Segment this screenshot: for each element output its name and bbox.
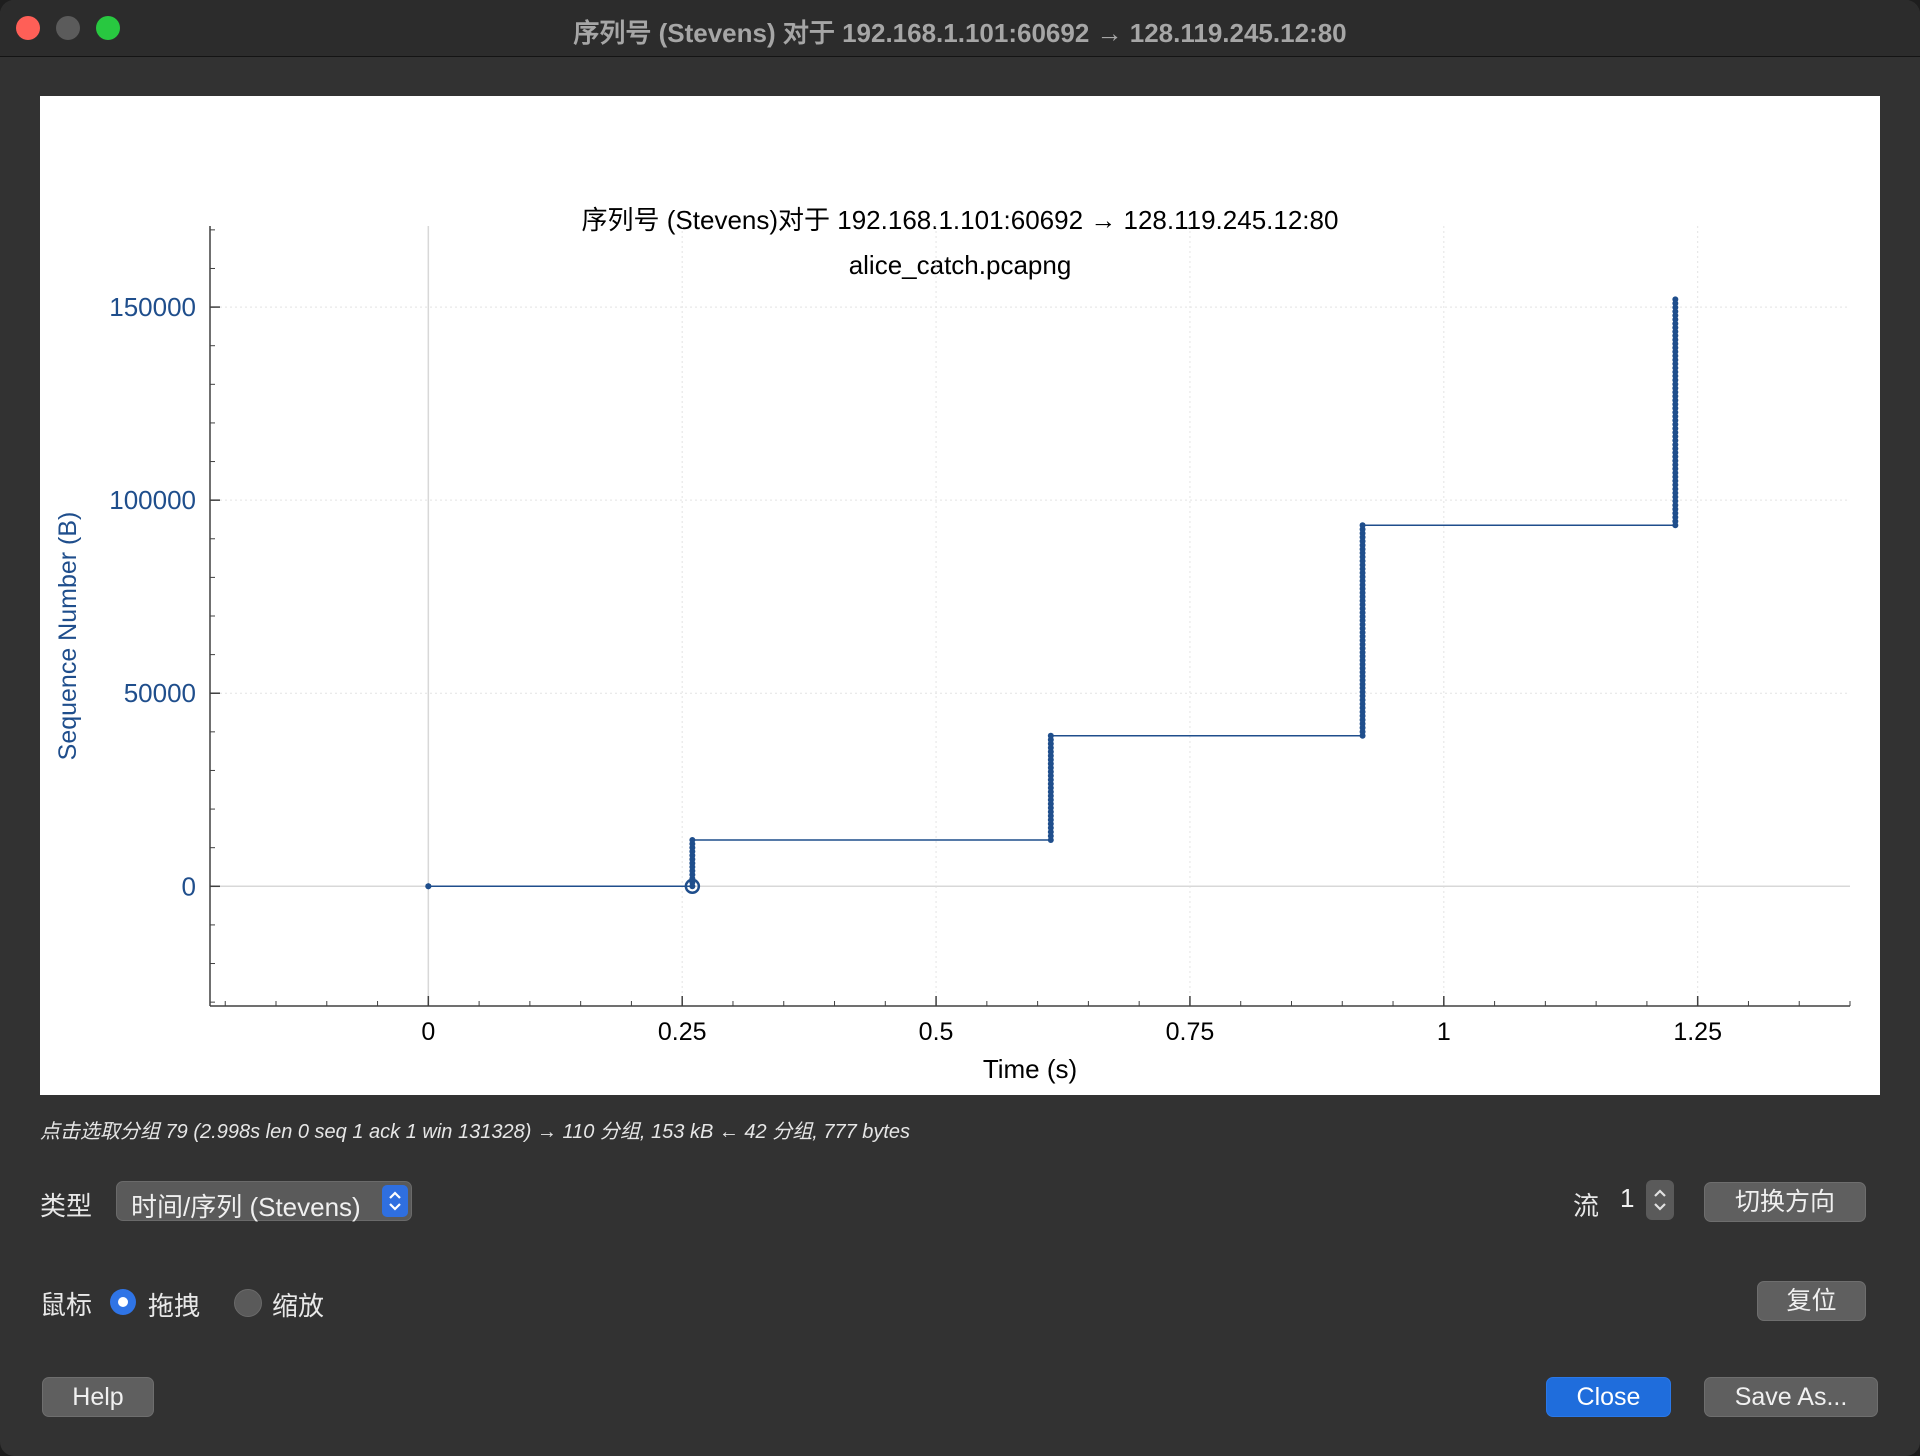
graph-type-value: 时间/序列 (Stevens): [131, 1192, 361, 1222]
x-tick-label: 1.25: [1673, 1018, 1722, 1046]
data-point[interactable]: [1359, 522, 1366, 529]
switch-direction-button[interactable]: 切换方向: [1704, 1182, 1866, 1222]
reset-button[interactable]: 复位: [1757, 1281, 1866, 1321]
maximize-window-icon[interactable]: [96, 16, 120, 40]
type-label: 类型: [40, 1191, 93, 1221]
selected-point-marker[interactable]: [684, 878, 701, 895]
x-tick-label: 0.5: [919, 1018, 954, 1046]
drag-radio[interactable]: [110, 1289, 136, 1315]
y-tick-label: 100000: [109, 485, 196, 515]
zoom-radio[interactable]: [234, 1289, 262, 1317]
data-point[interactable]: [425, 883, 432, 890]
y-axis-label: Sequence Number (B): [54, 512, 82, 761]
x-tick-label: 0.75: [1166, 1018, 1215, 1046]
status-line: 点击选取分组 79 (2.998s len 0 seq 1 ack 1 win …: [40, 1121, 911, 1143]
close-window-icon[interactable]: [16, 16, 40, 40]
drag-label[interactable]: 拖拽: [148, 1291, 201, 1321]
x-axis-label: Time (s): [983, 1054, 1077, 1084]
graph-type-select[interactable]: 时间/序列 (Stevens): [116, 1181, 412, 1222]
stream-stepper[interactable]: [1646, 1180, 1674, 1220]
data-point[interactable]: [689, 836, 696, 843]
y-tick-label: 50000: [124, 678, 196, 708]
save-as-button[interactable]: Save As...: [1704, 1377, 1878, 1417]
stream-input[interactable]: 1: [1620, 1183, 1635, 1213]
sequence-chart[interactable]: 0 0.25 0.5 0.75 1 1.25 0 50000 100000 150000 Time …: [40, 96, 1880, 1095]
y-tick-label: 0: [182, 871, 196, 901]
data-point[interactable]: [1672, 296, 1679, 303]
close-button[interactable]: Close: [1546, 1377, 1671, 1417]
zoom-label[interactable]: 缩放: [272, 1291, 325, 1321]
x-tick-label: 0.25: [658, 1018, 707, 1046]
select-chevrons-icon: [382, 1185, 408, 1217]
minimize-window-icon[interactable]: [56, 16, 80, 40]
title-bar[interactable]: 序列号 (Stevens) 对于 192.168.1.101:60692 → 1…: [0, 0, 1920, 57]
x-tick-label: 0: [421, 1018, 435, 1046]
chart-panel[interactable]: 序列号 (Stevens)对于 192.168.1.101:60692 → 12…: [40, 96, 1880, 1095]
x-tick-label: 1: [1437, 1018, 1451, 1046]
window-title: 序列号 (Stevens) 对于 192.168.1.101:60692 → 1…: [573, 18, 1347, 48]
stream-label: 流: [1573, 1191, 1600, 1221]
mouse-label: 鼠标: [40, 1290, 93, 1320]
y-tick-label: 150000: [109, 292, 196, 322]
data-point[interactable]: [1047, 732, 1054, 739]
help-button[interactable]: Help: [42, 1377, 154, 1417]
chart-subtitle: alice_catch.pcapng: [848, 250, 1072, 280]
chart-title: 序列号 (Stevens)对于 192.168.1.101:60692 → 12…: [581, 205, 1339, 235]
